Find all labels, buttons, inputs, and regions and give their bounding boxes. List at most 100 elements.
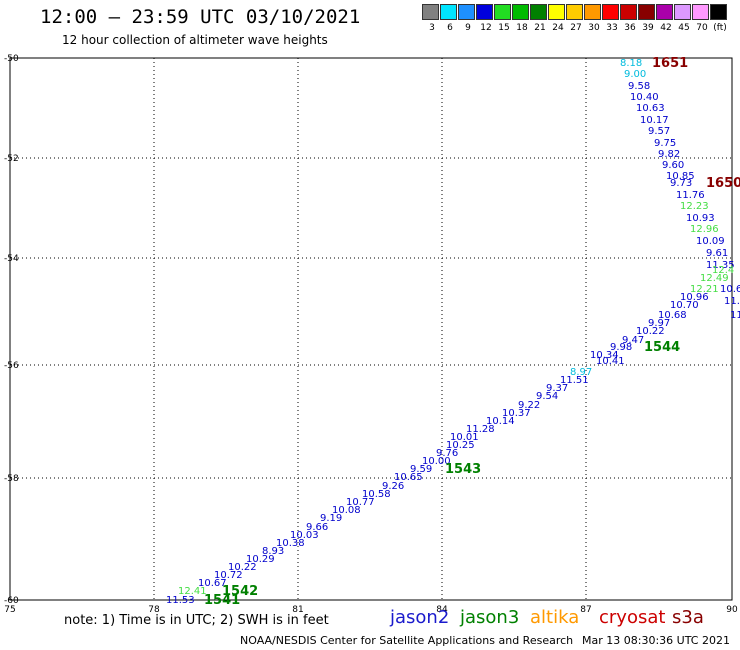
wave-height-label: 10.22 bbox=[636, 326, 665, 337]
wave-height-label: 10.6 bbox=[720, 284, 740, 295]
wave-height-label: 10.77 bbox=[346, 497, 375, 508]
color-swatch bbox=[530, 4, 547, 20]
page-title: 12:00 – 23:59 UTC 03/10/2021 bbox=[40, 6, 361, 28]
wave-height-label: 12.41 bbox=[178, 586, 207, 597]
wave-height-label: 9.00 bbox=[624, 69, 646, 80]
wave-height-label: 11.35 bbox=[706, 260, 735, 271]
map-axis-ticks: 75 78 81 84 87 90 -50 -52 -54 -56 -58 -60 bbox=[4, 54, 738, 615]
color-scale-label: 15 bbox=[498, 23, 510, 33]
color-scale-label: (ft) bbox=[713, 23, 727, 33]
wave-height-label: 10.41 bbox=[596, 356, 625, 367]
wave-height-label: 10.01 bbox=[450, 432, 479, 443]
longitude-tick-label: 78 bbox=[148, 605, 160, 615]
color-swatch bbox=[584, 4, 601, 20]
longitude-tick-label: 81 bbox=[292, 605, 303, 615]
track-number-label: 1543 bbox=[445, 462, 481, 477]
page-subtitle: 12 hour collection of altimeter wave hei… bbox=[62, 33, 328, 47]
wave-height-label: 9.22 bbox=[518, 400, 540, 411]
wave-height-label: 9.61 bbox=[706, 248, 728, 259]
color-swatch bbox=[638, 4, 655, 20]
wave-height-label: 9.58 bbox=[628, 81, 650, 92]
wave-height-label: 9.66 bbox=[306, 522, 328, 533]
wave-height-label: 10.63 bbox=[636, 103, 665, 114]
wave-height-label: 10.25 bbox=[446, 440, 475, 451]
wave-height-label: 8.18 bbox=[620, 58, 642, 69]
wave-height-label: 10.29 bbox=[246, 554, 275, 565]
units-note: note: 1) Time is in UTC; 2) SWH is in fe… bbox=[64, 613, 329, 628]
color-swatch bbox=[548, 4, 565, 20]
wave-height-label: 10.68 bbox=[658, 310, 687, 321]
color-scale-label: 36 bbox=[624, 23, 636, 33]
wave-height-label: 9.76 bbox=[436, 448, 458, 459]
wave-height-label: 9.73 bbox=[670, 178, 692, 189]
wave-height-label: 10.96 bbox=[680, 292, 709, 303]
latitude-tick-label: -54 bbox=[4, 254, 19, 264]
track-number-label: 1651 bbox=[652, 56, 688, 71]
color-scale-label: 27 bbox=[570, 23, 582, 33]
wave-height-label: 8.97 bbox=[570, 367, 592, 378]
wave-height-label: 10.38 bbox=[276, 538, 305, 549]
wave-height-label: 11.51 bbox=[560, 375, 589, 386]
color-scale-label: 33 bbox=[606, 23, 618, 33]
wave-height-label: 10.34 bbox=[590, 350, 619, 361]
wave-height-label: 10.14 bbox=[486, 416, 515, 427]
map-frame bbox=[9, 57, 733, 601]
legend-altika: altika bbox=[530, 607, 580, 628]
wave-height-label: 10.65 bbox=[394, 472, 423, 483]
wave-height-label: 10.09 bbox=[696, 236, 725, 247]
wave-height-label: 10.00 bbox=[422, 456, 451, 467]
wave-height-label: 9.19 bbox=[320, 513, 342, 524]
color-scale-label: 3 bbox=[429, 23, 435, 33]
wave-height-label: 10.67 bbox=[198, 578, 227, 589]
wave-height-label: 11.28 bbox=[466, 424, 495, 435]
wave-height-label: 11. bbox=[724, 296, 740, 307]
color-swatch bbox=[620, 4, 637, 20]
longitude-tick-label: 87 bbox=[580, 605, 591, 615]
legend-jason3: jason3 bbox=[460, 607, 520, 628]
color-scale-label: 21 bbox=[534, 23, 546, 33]
track-number-label: 1542 bbox=[222, 584, 258, 599]
wave-height-label: 10.03 bbox=[290, 530, 319, 541]
wave-height-label: 12.96 bbox=[690, 224, 719, 235]
wave-height-label: 9.98 bbox=[610, 342, 632, 353]
color-scale-label: 30 bbox=[588, 23, 600, 33]
credit-line: NOAA/NESDIS Center for Satellite Applica… bbox=[240, 634, 574, 647]
latitude-tick-label: -52 bbox=[4, 154, 19, 164]
color-swatch bbox=[458, 4, 475, 20]
track-number-label: 1650 bbox=[706, 176, 740, 191]
legend-s3a: s3a bbox=[672, 607, 704, 628]
wave-height-label: 10.40 bbox=[630, 92, 659, 103]
color-swatch bbox=[422, 4, 439, 20]
wave-height-label: 9.82 bbox=[658, 149, 680, 160]
legend-jason2: jason2 bbox=[390, 607, 450, 628]
longitude-tick-label: 90 bbox=[726, 605, 738, 615]
wave-height-label: 9.75 bbox=[654, 138, 676, 149]
color-scale-label: 42 bbox=[660, 23, 672, 33]
color-scale-label: 12 bbox=[480, 23, 492, 33]
wave-height-label: 10.37 bbox=[502, 408, 531, 419]
legend-cryosat: cryosat bbox=[599, 607, 666, 628]
color-scale-label: 70 bbox=[696, 23, 708, 33]
map-grid bbox=[9, 57, 733, 601]
wave-height-label: 10.22 bbox=[228, 562, 257, 573]
color-scale-label: 9 bbox=[465, 23, 471, 33]
wave-height-label: 10.85 bbox=[666, 171, 695, 182]
color-swatch bbox=[656, 4, 673, 20]
wave-height-label: 10.93 bbox=[686, 213, 715, 224]
wave-height-label: 11.53 bbox=[166, 595, 195, 606]
wave-height-label: 10.72 bbox=[214, 570, 243, 581]
wave-height-label: 10.08 bbox=[332, 505, 361, 516]
wave-height-label: 9.59 bbox=[410, 464, 432, 475]
latitude-tick-label: -58 bbox=[4, 474, 19, 484]
wave-height-label: 12.21 bbox=[690, 284, 719, 295]
latitude-tick-label: -60 bbox=[4, 596, 19, 606]
color-scale-label: 18 bbox=[516, 23, 528, 33]
wave-height-label: 9.26 bbox=[382, 481, 404, 492]
wave-height-label: 9.60 bbox=[662, 160, 684, 171]
color-swatch bbox=[602, 4, 619, 20]
wave-height-label: 9.37 bbox=[546, 383, 568, 394]
longitude-tick-label: 75 bbox=[4, 605, 15, 615]
color-scale-label: 45 bbox=[678, 23, 690, 33]
